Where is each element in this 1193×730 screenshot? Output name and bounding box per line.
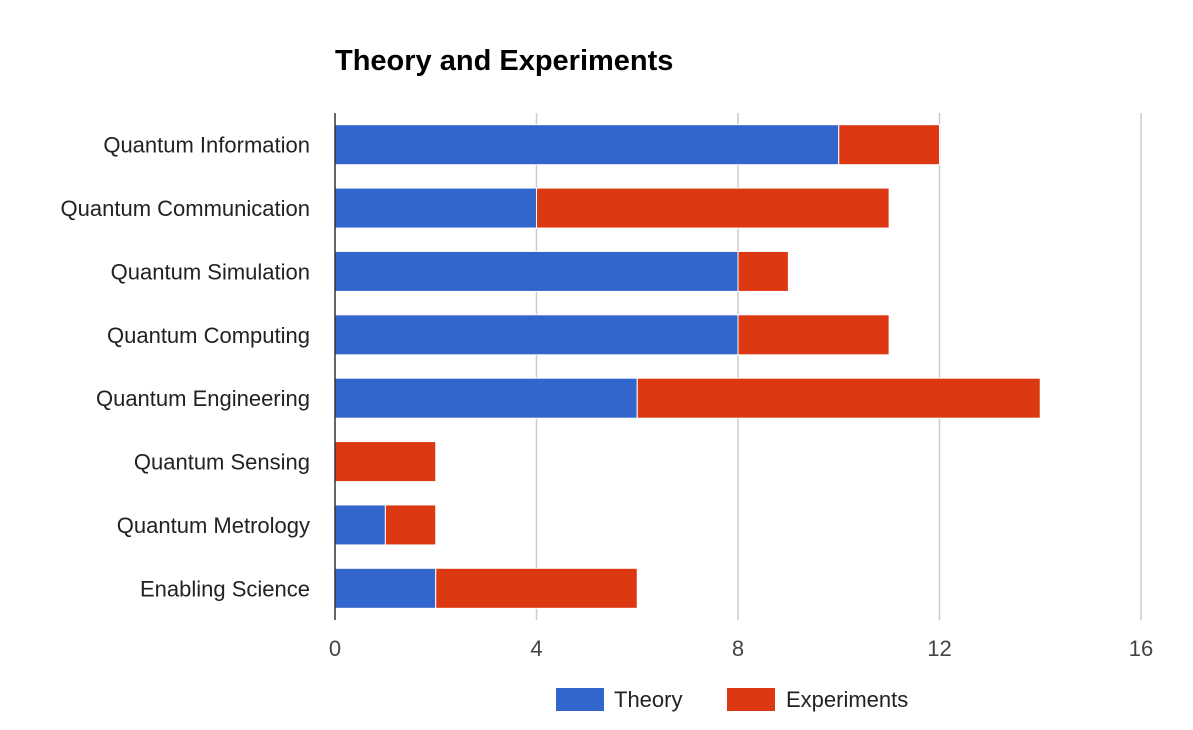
bar-experiments <box>334 441 437 483</box>
bar-experiments <box>737 314 890 356</box>
bar-experiments <box>838 124 940 166</box>
bar-theory <box>334 187 537 229</box>
bar-theory <box>334 504 386 546</box>
x-tick-label: 4 <box>530 636 542 661</box>
category-label: Quantum Information <box>103 133 310 158</box>
chart-title: Theory and Experiments <box>335 45 673 77</box>
legend-label: Experiments <box>786 687 908 712</box>
bar-theory <box>334 250 739 292</box>
bar-theory <box>334 124 840 166</box>
legend-swatch-theory <box>556 688 604 711</box>
legend: Theory Experiments <box>556 687 908 712</box>
category-label: Quantum Communication <box>61 196 310 221</box>
category-label: Quantum Metrology <box>117 513 310 538</box>
category-label: Quantum Computing <box>107 323 310 348</box>
category-label: Quantum Simulation <box>111 259 310 284</box>
bar-experiments <box>737 250 789 292</box>
x-tick-label: 12 <box>927 636 951 661</box>
bar-experiments <box>384 504 437 546</box>
bar-experiments <box>636 377 1041 419</box>
bar-theory <box>334 567 437 609</box>
x-tick-label: 8 <box>732 636 744 661</box>
x-tick-label: 0 <box>329 636 341 661</box>
legend-swatch-experiments <box>727 688 775 711</box>
bar-experiments <box>435 567 638 609</box>
bars <box>334 124 1041 609</box>
category-label: Enabling Science <box>140 576 310 601</box>
category-label: Quantum Engineering <box>96 386 310 411</box>
x-tick-label: 16 <box>1129 636 1153 661</box>
bar-theory <box>334 377 638 419</box>
category-label: Quantum Sensing <box>134 450 310 475</box>
tick-labels: 0 4 8 12 16 <box>329 636 1153 661</box>
category-labels: Quantum Information Quantum Communication… <box>61 133 310 602</box>
legend-label: Theory <box>614 687 682 712</box>
bar-theory <box>334 314 739 356</box>
bar-experiments <box>536 187 890 229</box>
